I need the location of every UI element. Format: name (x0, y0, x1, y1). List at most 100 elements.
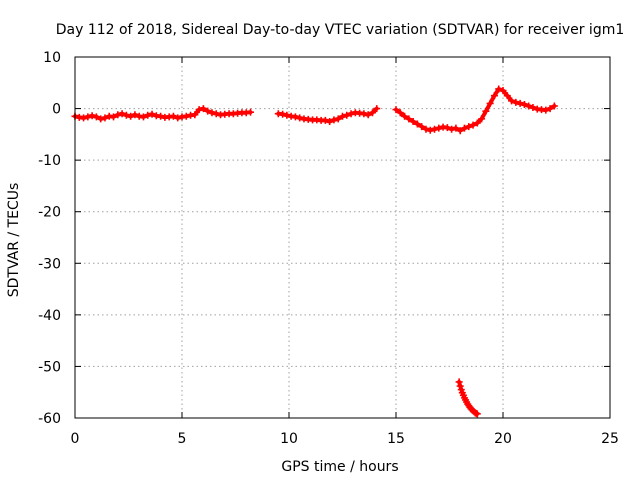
data-point (473, 119, 481, 127)
data-point (495, 85, 503, 93)
data-point (139, 113, 147, 121)
data-point (456, 127, 464, 135)
data-point (347, 110, 355, 118)
data-point (469, 121, 477, 129)
data-point (88, 112, 96, 120)
data-point (364, 111, 372, 119)
data-point (392, 106, 400, 114)
series-segment-3 (392, 85, 558, 135)
data-point (131, 111, 139, 119)
data-point (443, 124, 451, 132)
data-point (157, 112, 165, 120)
data-point (326, 117, 334, 125)
data-point (360, 110, 368, 118)
data-point (127, 112, 135, 120)
y-tick-label: -50 (38, 359, 61, 375)
data-point (490, 92, 498, 100)
data-point (460, 124, 468, 132)
y-tick-label: -60 (38, 411, 61, 427)
series-segment-4 (455, 378, 481, 418)
data-point (426, 126, 434, 134)
data-point (343, 111, 351, 119)
data-point (174, 114, 182, 122)
data-point (546, 105, 554, 113)
y-tick-label: -40 (38, 308, 61, 324)
data-point (520, 100, 528, 108)
data-point (122, 111, 130, 119)
data-point (455, 378, 463, 386)
data-point (508, 97, 516, 105)
data-point (279, 110, 287, 118)
series-segment-1 (71, 105, 254, 123)
x-tick-label: 25 (601, 431, 619, 447)
data-point (431, 125, 439, 133)
data-point (448, 125, 456, 133)
grid (75, 57, 610, 418)
data-point (478, 115, 486, 123)
data-point (499, 87, 507, 95)
data-point (321, 116, 329, 124)
data-point (525, 102, 533, 110)
data-point (191, 111, 199, 119)
data-point (110, 113, 118, 121)
data-point (208, 109, 216, 117)
data-point (97, 115, 105, 123)
plot-frame (74, 56, 611, 419)
data-point (512, 98, 520, 106)
data-point (465, 123, 473, 131)
x-tick-label: 20 (494, 431, 512, 447)
data-point (418, 123, 426, 131)
data-point (435, 124, 443, 132)
chart-title: Day 112 of 2018, Sidereal Day-to-day VTE… (56, 22, 625, 38)
data-point (114, 111, 122, 119)
y-tick-label: 0 (52, 102, 61, 118)
data-point (409, 117, 417, 125)
series-segment-2 (274, 105, 381, 125)
data-point (486, 99, 494, 107)
data-point (401, 112, 409, 120)
data-point (212, 110, 220, 118)
data-point (413, 120, 421, 128)
data-point (118, 110, 126, 118)
data-point (503, 92, 511, 100)
y-tick-label: 10 (43, 50, 61, 66)
data-point (334, 115, 342, 123)
y-axis-label: SDTVAR / TECUs (6, 183, 22, 298)
data-point (368, 109, 376, 117)
data-point (330, 116, 338, 124)
data-point (101, 114, 109, 122)
data-point (516, 99, 524, 107)
data-point (452, 124, 460, 132)
data-point (182, 112, 190, 120)
data-point (148, 110, 156, 118)
data-point (169, 112, 177, 120)
data-points (71, 85, 558, 418)
x-tick-label: 0 (71, 431, 80, 447)
data-point (422, 125, 430, 133)
data-point (482, 107, 490, 115)
data-point (339, 112, 346, 120)
y-tick-label: -20 (38, 205, 61, 221)
data-point (405, 115, 413, 123)
y-tick-label: -10 (38, 153, 61, 169)
y-tick-label: -30 (38, 256, 61, 272)
x-tick-label: 5 (178, 431, 187, 447)
data-point (291, 113, 299, 121)
data-point (204, 107, 212, 115)
data-point (80, 114, 88, 122)
data-point (396, 109, 404, 117)
data-point (144, 111, 152, 119)
x-axis-label: GPS time / hours (281, 459, 398, 475)
data-point (542, 106, 550, 114)
data-point (84, 113, 92, 121)
data-point (195, 106, 203, 114)
data-point (296, 114, 304, 122)
data-point (473, 410, 481, 418)
x-tick-label: 15 (387, 431, 405, 447)
data-point (92, 113, 100, 121)
data-point (199, 105, 207, 113)
data-point (456, 382, 464, 390)
data-point (283, 111, 291, 119)
